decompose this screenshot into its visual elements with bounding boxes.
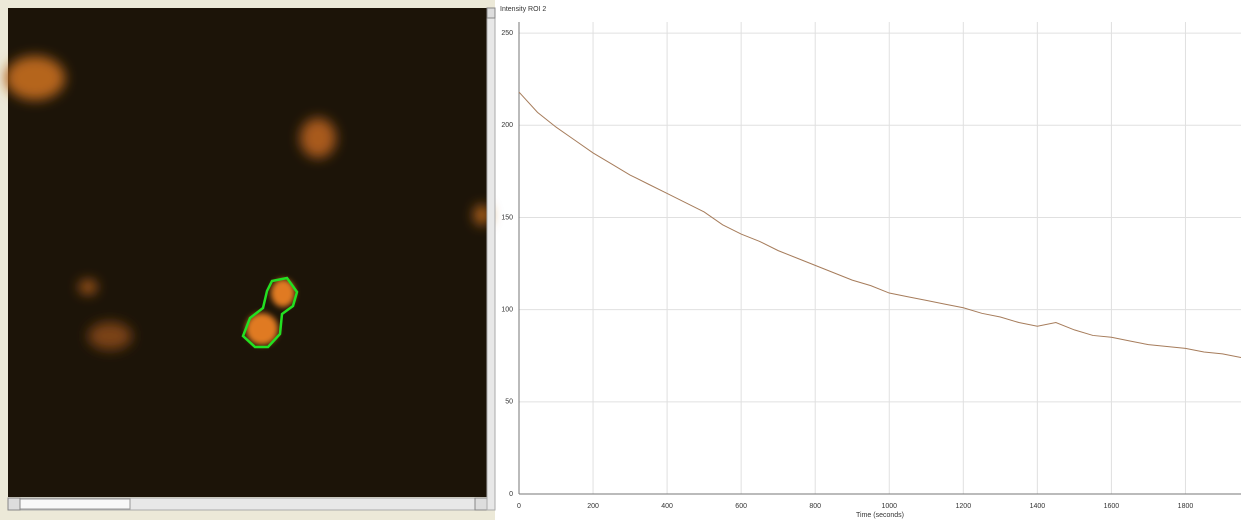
v-scrollbar[interactable]	[486, 7, 496, 511]
x-tick-label: 1200	[956, 503, 972, 510]
x-tick-label: 600	[735, 503, 747, 510]
y-tick-label: 150	[501, 214, 513, 221]
chart-title: Intensity ROI 2	[500, 6, 546, 13]
x-tick-label: 800	[809, 503, 821, 510]
y-tick-label: 250	[501, 30, 513, 37]
x-tick-label: 1000	[881, 503, 897, 510]
x-tick-label: 400	[661, 503, 673, 510]
h-scrollbar[interactable]	[7, 497, 488, 511]
roi-outline[interactable]	[241, 276, 299, 349]
x-tick-label: 1600	[1104, 503, 1120, 510]
y-tick-label: 0	[509, 491, 513, 498]
y-tick-label: 50	[505, 399, 513, 406]
y-tick-label: 100	[501, 306, 513, 313]
y-tick-label: 200	[501, 122, 513, 129]
x-axis-title: Time (seconds)	[856, 512, 904, 519]
x-tick-label: 1400	[1030, 503, 1046, 510]
x-tick-label: 0	[517, 503, 521, 510]
microscopy-image	[5, 8, 490, 497]
data-line	[518, 91, 1241, 359]
x-tick-label: 1800	[1178, 503, 1194, 510]
x-tick-label: 200	[587, 503, 599, 510]
